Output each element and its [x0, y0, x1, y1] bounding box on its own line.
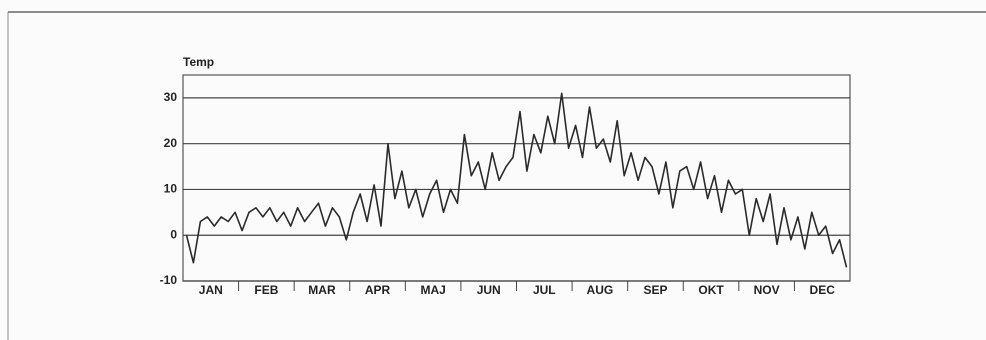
x-tick-label: SEP — [643, 283, 667, 297]
y-tick-label: -10 — [160, 273, 178, 287]
x-tick-label: OKT — [698, 283, 724, 297]
x-tick-label: AUG — [587, 283, 614, 297]
x-tick-label: JUN — [477, 283, 501, 297]
x-tick-label: DEC — [810, 283, 836, 297]
x-tick-label: APR — [365, 283, 391, 297]
x-tick-label: FEB — [254, 283, 278, 297]
y-tick-label: 30 — [164, 90, 178, 104]
y-tick-label: 20 — [164, 136, 178, 150]
x-tick-label: JUL — [533, 283, 556, 297]
x-tick-label: MAJ — [420, 283, 445, 297]
y-axis-label: Temp — [183, 55, 214, 69]
x-tick-label: JAN — [199, 283, 223, 297]
y-tick-label: 0 — [170, 227, 177, 241]
x-tick-label: NOV — [754, 283, 780, 297]
x-tick-label: MAR — [308, 283, 336, 297]
plot-frame — [182, 74, 851, 282]
y-tick-label: 10 — [164, 182, 178, 196]
temperature-line — [185, 92, 848, 268]
